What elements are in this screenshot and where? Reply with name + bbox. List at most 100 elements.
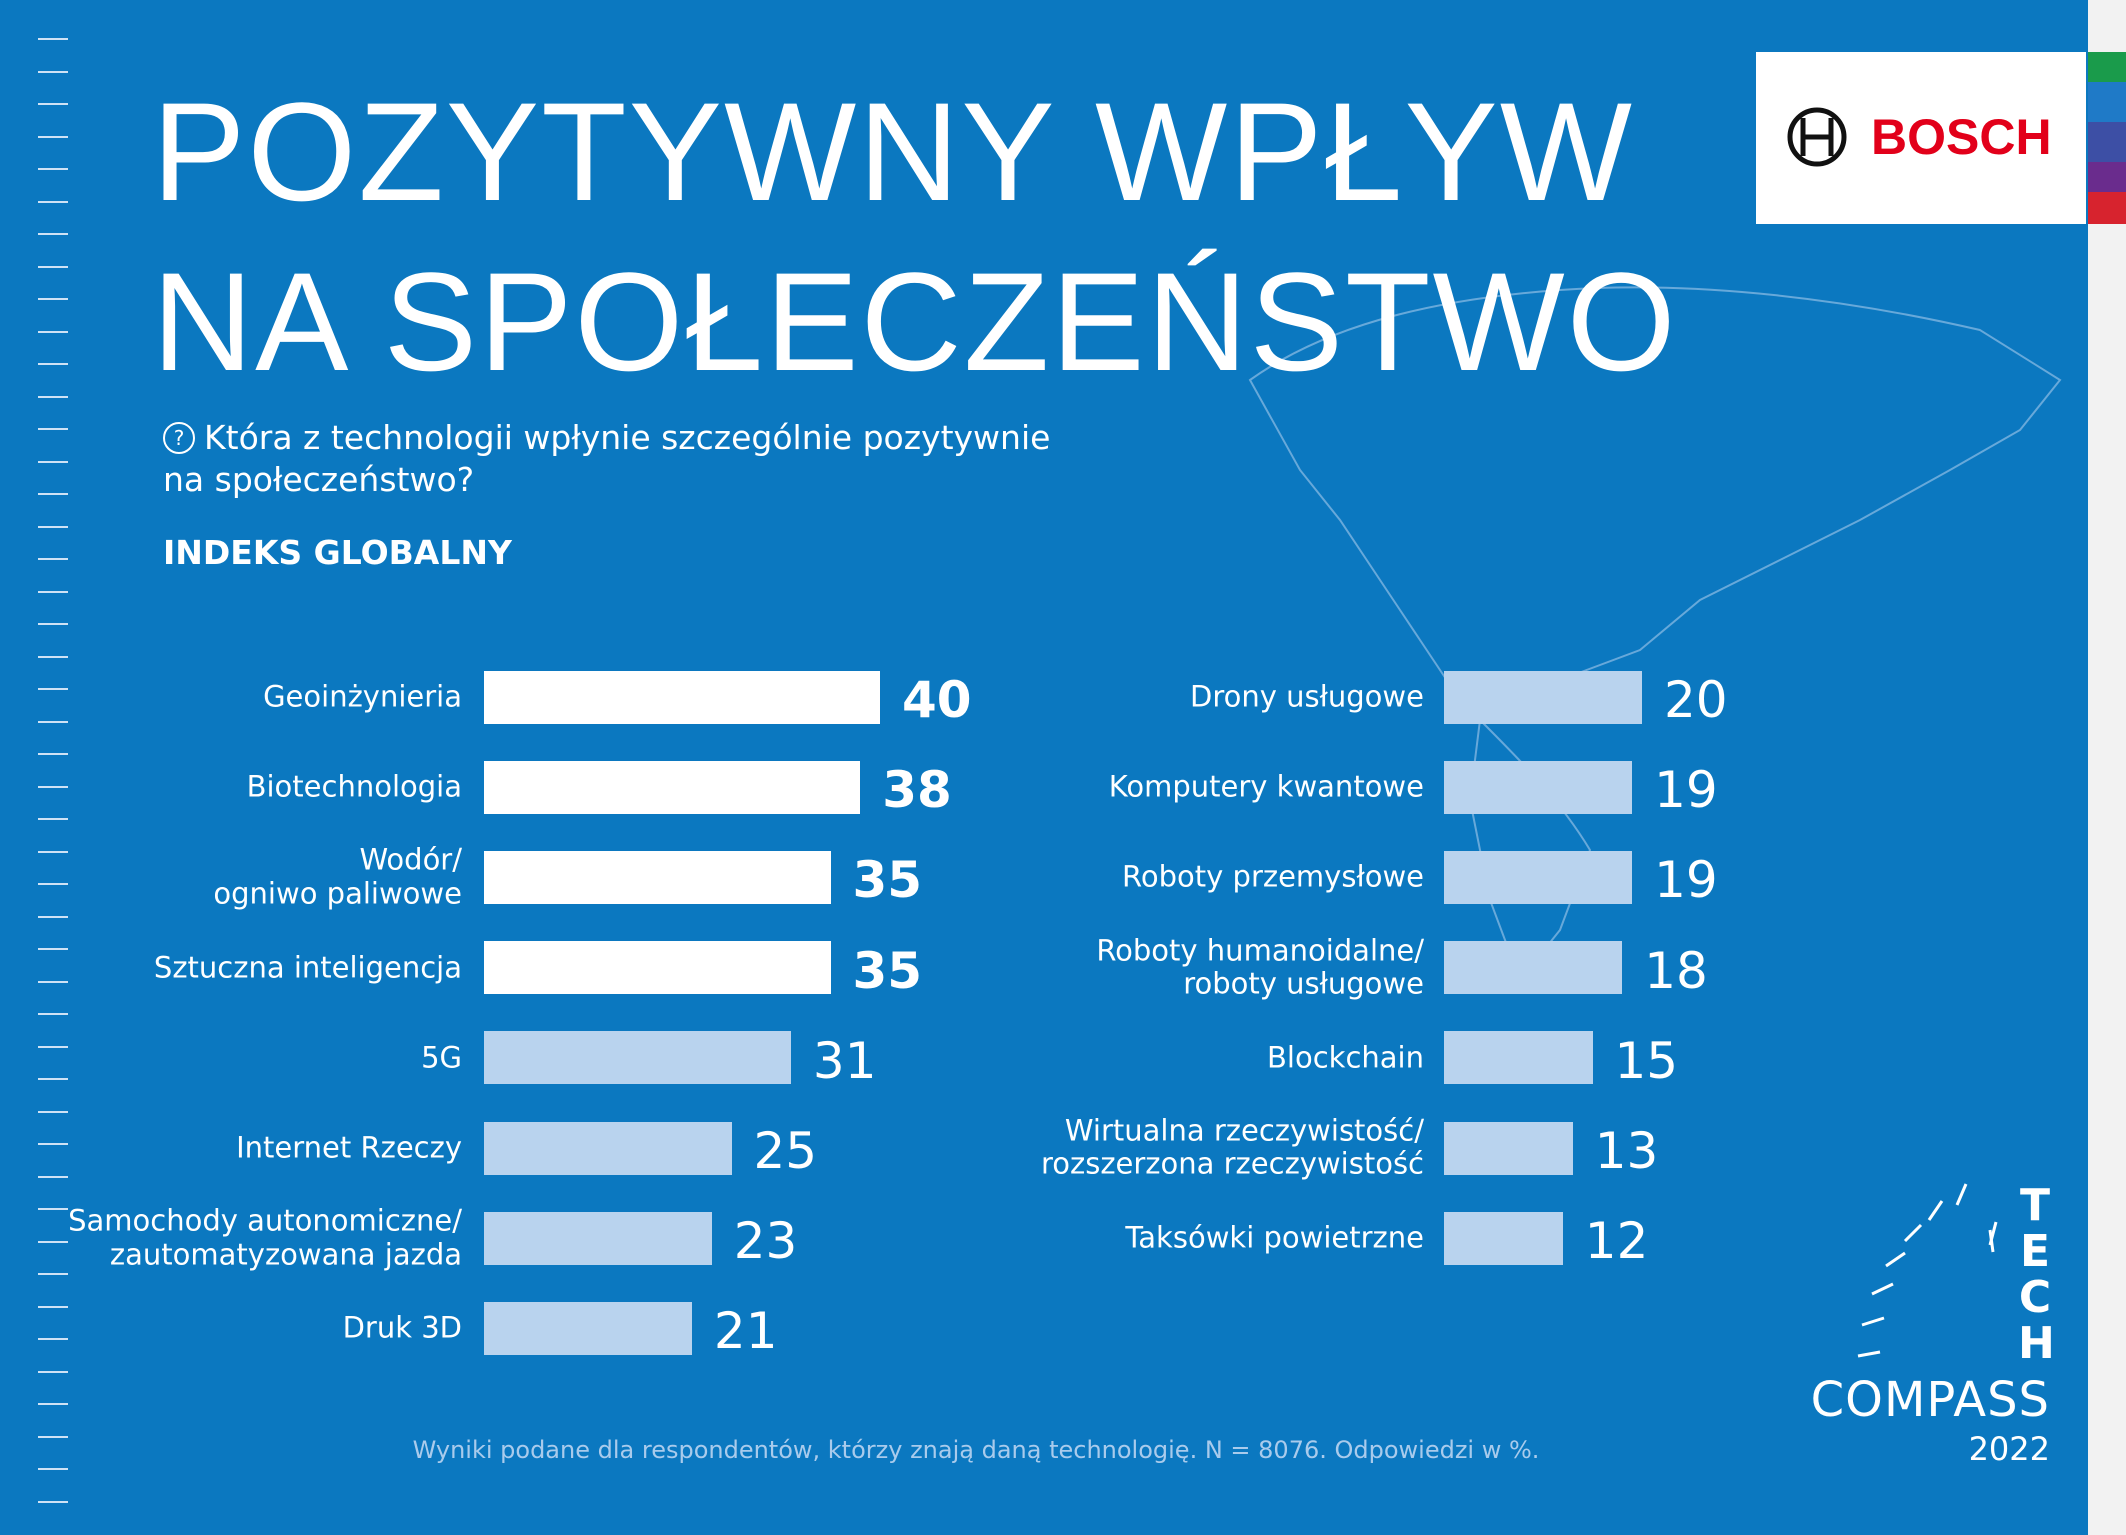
- ruler-tick: [38, 1208, 68, 1210]
- category-label: Komputery kwantowe: [1108, 769, 1424, 804]
- ruler-tick: [38, 1110, 68, 1113]
- bar: [1444, 1211, 1563, 1265]
- bar: [484, 1301, 692, 1355]
- ruler-tick: [38, 1175, 68, 1178]
- value-label: 38: [882, 761, 952, 820]
- ruler-tick: [38, 883, 68, 885]
- value-label: 19: [1654, 761, 1718, 820]
- ruler-tick: [38, 493, 68, 495]
- category-label: Drony usługowe: [1190, 679, 1424, 714]
- value-label: 40: [902, 671, 972, 729]
- ruler-tick: [38, 1500, 68, 1503]
- value-label: 20: [1664, 671, 1728, 729]
- ruler-tick: [38, 70, 68, 73]
- value-label: 13: [1594, 1122, 1659, 1180]
- bar: [484, 850, 831, 904]
- ruler-tick: [38, 103, 68, 105]
- ruler-tick: [38, 460, 68, 463]
- value-label: 23: [733, 1212, 798, 1271]
- category-label: Sztuczna inteligencja: [153, 949, 462, 984]
- footnote: Wyniki podane dla respondentów, którzy z…: [412, 1436, 1540, 1464]
- bar: [484, 1031, 791, 1085]
- value-label: 15: [1614, 1031, 1679, 1090]
- question: Która z technologii wpłynie szczególnie …: [204, 418, 1051, 457]
- bar: [1444, 1031, 1593, 1085]
- category-label: Taksówki powietrzne: [1125, 1220, 1424, 1255]
- ruler-tick: [38, 135, 68, 138]
- ruler-tick: [38, 1468, 68, 1470]
- ruler-tick: [38, 558, 68, 560]
- value-label: 21: [713, 1302, 778, 1361]
- ruler-tick: [38, 330, 68, 333]
- category-label: Wodór/ ogniwo paliwowe: [213, 843, 462, 911]
- ruler-tick: [38, 1240, 68, 1243]
- value-label: 18: [1644, 941, 1708, 1000]
- bar: [1444, 850, 1633, 904]
- value-label: 25: [753, 1122, 818, 1180]
- year: 2022: [1968, 1430, 2050, 1468]
- category-label: Biotechnologia: [246, 769, 462, 804]
- ruler-tick: [38, 720, 68, 723]
- category-label: 5G: [421, 1040, 462, 1075]
- bar: [484, 670, 880, 724]
- bar: [484, 1121, 732, 1175]
- category-label: Druk 3D: [342, 1310, 462, 1345]
- question-icon: ?: [163, 422, 195, 454]
- ruler-tick: [38, 753, 68, 755]
- ruler-tick: [38, 1013, 68, 1015]
- index-label: INDEKS GLOBALNY: [163, 533, 512, 572]
- category-label: Wirtualna rzeczywistość/ rozszerzona rze…: [1040, 1113, 1424, 1181]
- bar: [1444, 760, 1633, 814]
- ruler-tick: [38, 655, 68, 658]
- value-label: 31: [812, 1031, 877, 1090]
- ruler-tick: [38, 233, 68, 235]
- tech-word: T E C H: [2018, 1180, 2055, 1369]
- ruler-tick: [38, 1305, 68, 1308]
- ruler-tick: [38, 850, 68, 853]
- ruler-tick: [38, 168, 68, 170]
- logo: BOSCH: [1871, 109, 2052, 165]
- tech-letter: C: [2018, 1272, 2052, 1323]
- category-label: Blockchain: [1267, 1040, 1424, 1075]
- ruler-tick: [38, 525, 68, 528]
- ruler-tick: [38, 1143, 68, 1145]
- category-label: Samochody autonomiczne/ zautomatyzowana …: [68, 1203, 462, 1272]
- ruler-tick: [38, 785, 68, 788]
- category-label: Internet Rzeczy: [236, 1130, 462, 1165]
- question: na społeczeństwo?: [163, 460, 475, 499]
- bar: [484, 941, 831, 995]
- title: POZYTYWNY WPŁYW: [152, 73, 1634, 230]
- value-label: 12: [1584, 1212, 1649, 1271]
- value-label: 19: [1654, 851, 1718, 910]
- ruler-tick: [38, 915, 68, 918]
- ruler-tick: [38, 948, 68, 950]
- tech-letter: T: [2019, 1180, 2050, 1231]
- bar: [484, 760, 861, 814]
- ruler-tick: [38, 428, 68, 430]
- ruler-tick: [38, 200, 68, 203]
- value-label: 35: [852, 851, 923, 910]
- ruler-tick: [38, 265, 68, 268]
- bar: [1444, 670, 1642, 724]
- ruler-tick: [38, 1338, 68, 1340]
- ruler-tick: [38, 38, 68, 40]
- category-label: Roboty humanoidalne/ roboty usługowe: [1096, 933, 1424, 1001]
- ruler-tick: [38, 1078, 68, 1080]
- category-label: Geoinżynieria: [263, 679, 462, 714]
- ruler-tick: [38, 818, 68, 820]
- ruler-tick: [38, 623, 68, 625]
- value-label: 35: [852, 941, 923, 1000]
- ruler-tick: [38, 590, 68, 593]
- ruler-tick: [38, 688, 68, 690]
- ruler-tick: [38, 1370, 68, 1373]
- ruler-tick: [38, 363, 68, 365]
- tech-letter: E: [2019, 1226, 2051, 1277]
- ruler-tick: [38, 980, 68, 983]
- category-label: Roboty przemysłowe: [1122, 859, 1424, 894]
- ruler-tick: [38, 1273, 68, 1275]
- bar: [1444, 941, 1623, 995]
- ruler-tick: [38, 1435, 68, 1438]
- tech-letter: H: [2018, 1318, 2055, 1369]
